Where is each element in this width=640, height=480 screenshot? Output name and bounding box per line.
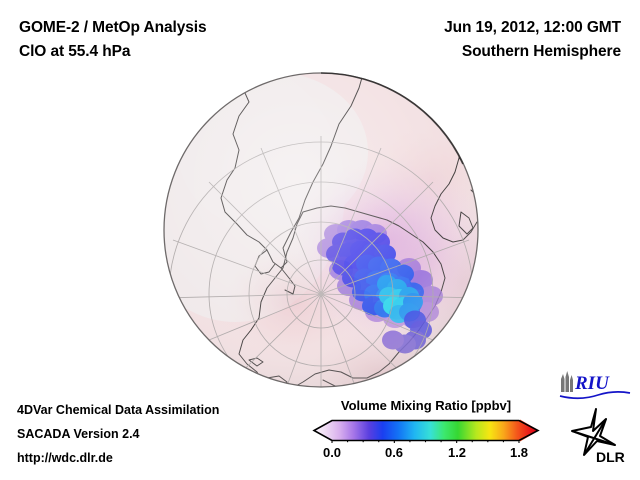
colorbar-outline xyxy=(312,419,540,442)
riu-logo: RIU xyxy=(559,371,631,400)
dlr-logo: DLR xyxy=(571,408,625,465)
footer-line-url[interactable]: http://wdc.dlr.de xyxy=(17,451,113,465)
colorbar-tick-label-3: 1.8 xyxy=(509,445,529,460)
riu-tower-icon xyxy=(561,371,573,392)
colorbar: Volume Mixing Ratio [ppbv] 0.0 0.6 1.2 1… xyxy=(312,398,540,470)
page-subtitle: ClO at 55.4 hPa xyxy=(19,43,131,60)
footer-line-version: SACADA Version 2.4 xyxy=(17,427,140,441)
sphere-shading xyxy=(164,73,478,387)
colorbar-title: Volume Mixing Ratio [ppbv] xyxy=(340,398,512,413)
dlr-wordmark: DLR xyxy=(596,449,625,465)
riu-swoosh-icon xyxy=(559,391,631,400)
colorbar-tick-label-0: 0.0 xyxy=(322,445,342,460)
colorbar-swatch xyxy=(312,419,540,443)
colorbar-tick-label-1: 0.6 xyxy=(384,445,404,460)
page-title: GOME‑2 / MetOp Analysis xyxy=(19,19,207,36)
footer-line-assimilation: 4DVar Chemical Data Assimilation xyxy=(17,403,220,417)
dlr-pinwheel-icon xyxy=(571,408,616,456)
region-label: Southern Hemisphere xyxy=(461,43,621,60)
globe-map xyxy=(163,72,479,388)
timestamp-label: Jun 19, 2012, 12:00 GMT xyxy=(444,19,621,36)
globe-limb-highlight xyxy=(320,72,464,165)
riu-wordmark: RIU xyxy=(574,373,610,394)
colorbar-ticks xyxy=(331,441,520,443)
colorbar-tick-label-2: 1.2 xyxy=(447,445,467,460)
globe-svg xyxy=(163,72,479,388)
